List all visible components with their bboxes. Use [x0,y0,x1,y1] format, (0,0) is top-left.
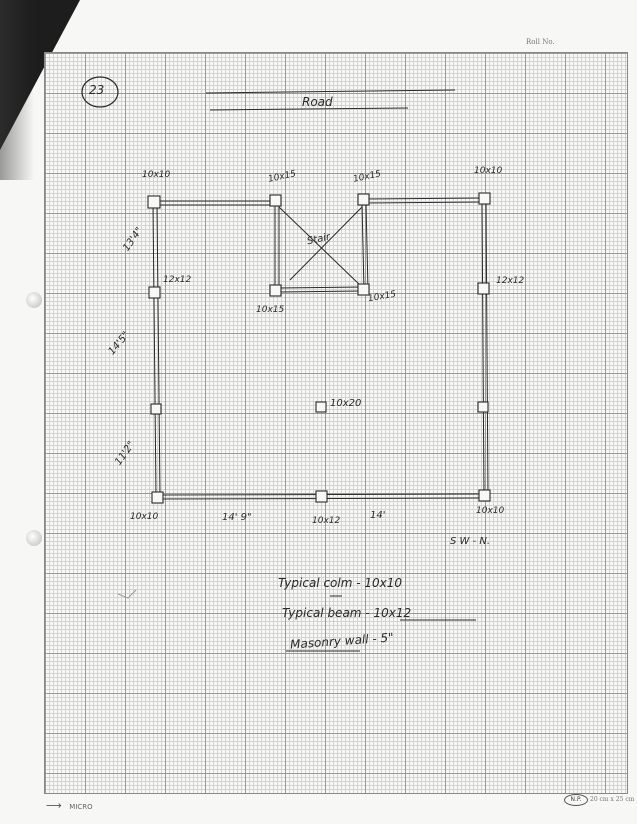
column-bottom-right [478,489,491,502]
label-column-bottom-right: 10x10 [476,506,505,516]
legend-dashes [286,595,476,652]
micro-brand-label: MICRO [69,803,93,811]
label-column-bottom-mid: 10x12 [312,516,341,526]
column-center [315,401,327,413]
column-stair-bottom-right [357,283,370,296]
punch-hole-upper [26,292,42,308]
column-bottom-mid [315,490,328,503]
column-stair-bottom-left [269,284,282,297]
column-stair-top-left [269,194,282,207]
dimension-bottom-right: 14' [370,510,386,521]
fold-shadow [0,0,34,180]
pencil-mark [117,589,137,599]
column-top-right [478,192,491,205]
label-column-top-right: 10x10 [474,166,503,176]
label-column-bottom-left: 10x10 [130,512,159,522]
column-bottom-left [151,491,164,504]
column-right-mid [477,282,490,295]
graph-grid [44,52,628,794]
label-column-top-left: 10x10 [142,170,171,180]
column-top-left [147,195,161,209]
columns [147,192,491,504]
paper-size-label: 20 cm x 25 cm [590,796,635,803]
punch-hole-lower [26,530,42,546]
column-left-mid [148,286,161,299]
orientation-note: S W - N. [450,536,491,547]
road-line-upper [205,89,456,94]
arrow-icon: ⟶ [46,799,62,812]
road-line-lower [209,107,409,111]
sheet-number: 23 [89,83,105,97]
label-column-left-mid: 12x12 [163,275,192,285]
np-badge: N.P. [564,794,588,806]
label-column-center: 10x20 [330,398,362,409]
label-column-right-mid: 12x12 [496,276,525,286]
micro-brand: ⟶ MICRO [46,799,93,812]
legend-typical-column: Typical colm - 10x10 [278,576,403,590]
label-column-stair-bottom-left: 10x15 [256,305,285,315]
roll-no-label: Roll No. [526,38,555,46]
road-label: Road [302,95,333,109]
sheet-number-circle [81,76,119,108]
column-stair-top-right [357,193,370,206]
legend-typical-beam: Typical beam - 10x12 [282,606,412,620]
dimension-bottom-left: 14' 9" [222,512,252,523]
column-left-lower [150,403,162,415]
column-right-lower [477,401,489,413]
